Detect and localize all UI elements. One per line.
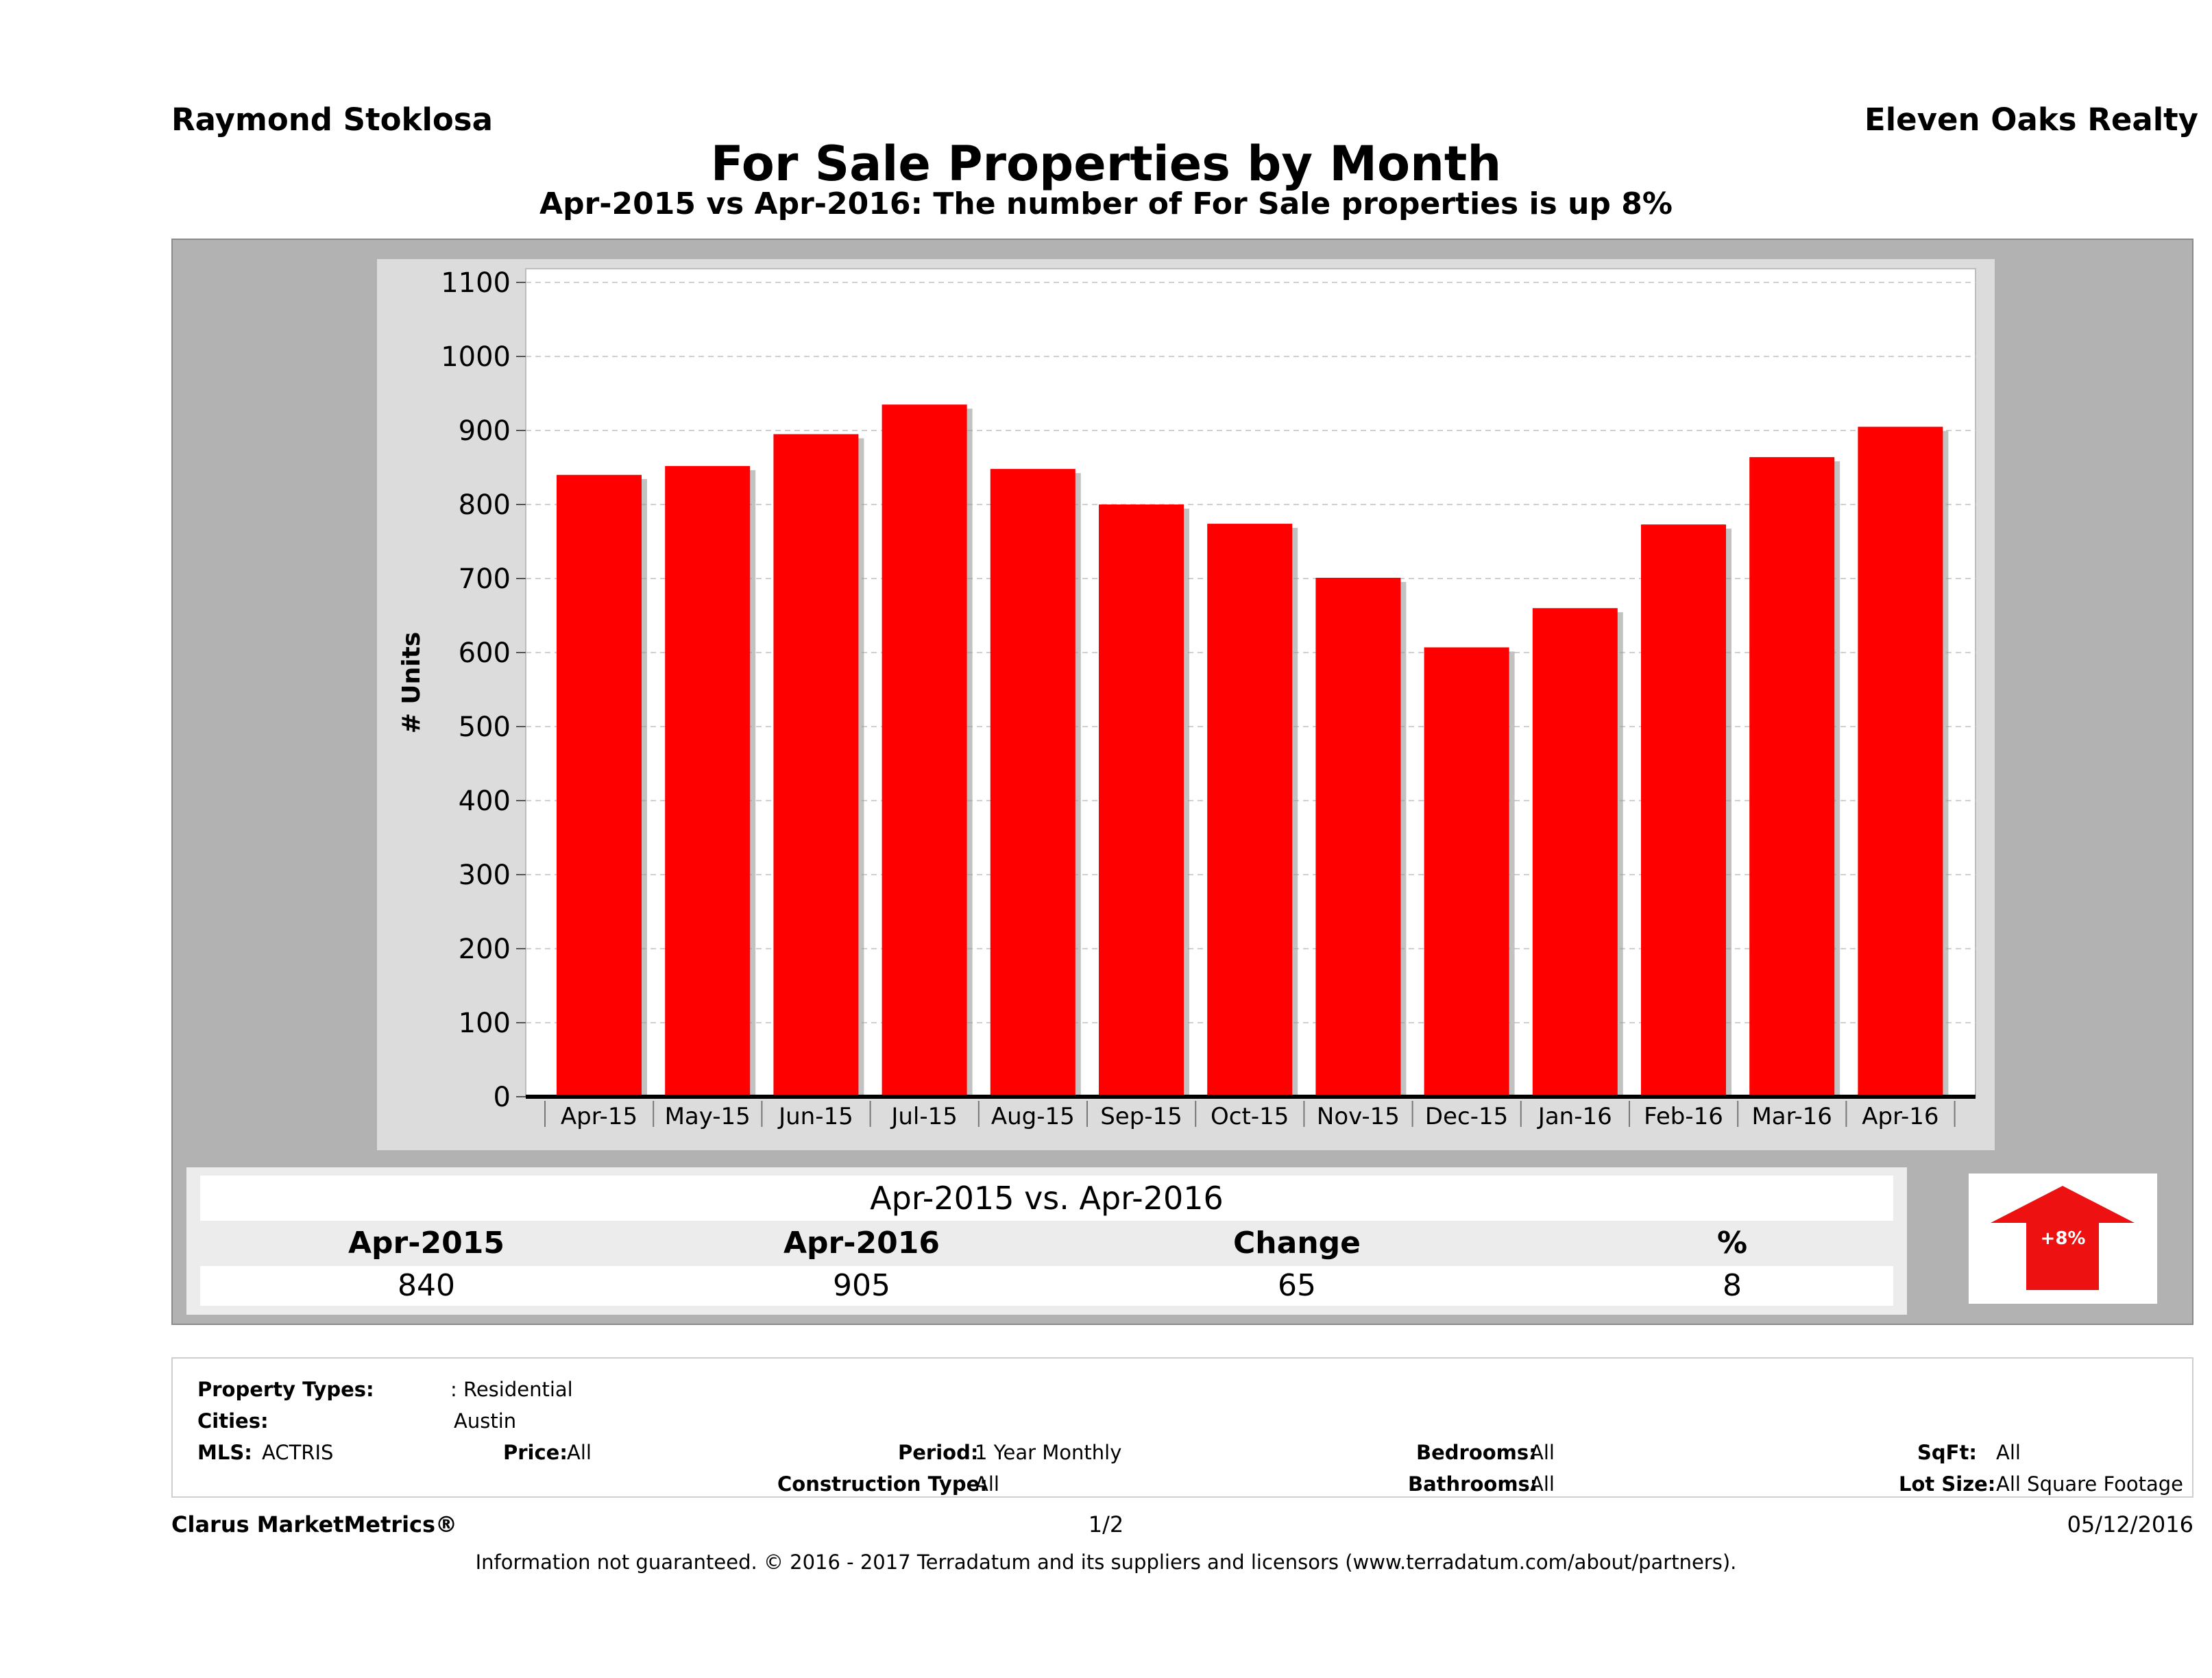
bedrooms-label: Bedrooms: [1416,1441,1537,1464]
y-tick-label-900: 900 [459,415,511,447]
page-subtitle: Apr-2015 vs Apr-2016: The number of For … [539,186,1673,221]
lot-size-value: All Square Footage [1996,1472,2184,1496]
period-value: 1 Year Monthly [975,1441,1122,1464]
bar-Nov-15 [1315,577,1401,1097]
summary-value-apr-2016: 905 [833,1268,890,1303]
agent-name: Raymond Stoklosa [171,101,493,138]
y-tick-label-0: 0 [494,1082,511,1113]
mls-value: ACTRIS [262,1441,334,1464]
summary-header-apr-2016: Apr-2016 [783,1226,940,1261]
bar-Jul-15 [882,404,967,1097]
bar-Feb-16 [1641,524,1726,1097]
brand-label: Clarus MarketMetrics® [171,1511,458,1537]
company-name: Eleven Oaks Realty [1864,101,2198,138]
price-value: All [567,1441,592,1464]
x-tick-label-Oct-15: Oct-15 [1211,1103,1289,1130]
summary-value-percent: 8 [1723,1268,1742,1303]
summary-value-change: 65 [1278,1268,1316,1303]
y-tick-label-700: 700 [459,563,511,595]
bar-Mar-16 [1749,457,1835,1097]
summary-header-change: Change [1233,1226,1361,1261]
summary-value-row [200,1266,1893,1306]
lot-size-label: Lot Size: [1899,1472,1996,1496]
y-tick-label-600: 600 [459,637,511,669]
bar-Apr-15 [557,474,642,1097]
up-arrow-icon [1991,1186,2135,1290]
cities-value: Austin [454,1409,517,1433]
bar-Sep-15 [1099,504,1184,1097]
price-label: Price: [503,1441,568,1464]
page-number: 1/2 [1088,1511,1124,1537]
property-types-value: : Residential [450,1378,573,1401]
x-tick-label-Jun-15: Jun-15 [777,1103,853,1130]
summary-value-apr-2015: 840 [398,1268,455,1303]
bar-Oct-15 [1207,524,1293,1097]
trend-badge: +8% [1969,1174,2157,1304]
bar-chart: 0 100 200 300 400 500 600 700 800 900 1000 1100 # Un… [377,259,1995,1150]
x-tick-label-Sep-15: Sep-15 [1100,1103,1182,1130]
y-tick-label-1100: 1100 [441,267,511,299]
y-tick-label-100: 100 [459,1008,511,1039]
construction-type-value: All [975,1472,999,1496]
x-tick-label-Jul-15: Jul-15 [890,1103,958,1130]
summary-table: Apr-2015 vs. Apr-2016 Apr-2015 Apr-2016 … [186,1167,1907,1315]
x-tick-label-May-15: May-15 [665,1103,751,1130]
x-tick-label-Jan-16: Jan-16 [1537,1103,1612,1130]
x-tick-label-Aug-15: Aug-15 [991,1103,1075,1130]
summary-header-percent: % [1716,1226,1748,1261]
y-tick-label-1000: 1000 [441,341,511,373]
filter-criteria: Property Types: : Residential Cities: Au… [171,1357,2193,1498]
y-axis-label: # Units [398,632,426,734]
y-tick-label-800: 800 [459,489,511,521]
bar-Jan-16 [1532,608,1618,1097]
sqft-value: All [1996,1441,2021,1464]
y-tick-label-400: 400 [459,786,511,817]
sqft-label: SqFt: [1917,1441,1977,1464]
x-tick-label-Apr-15: Apr-15 [561,1103,637,1130]
x-tick-label-Apr-16: Apr-16 [1862,1103,1938,1130]
x-tick-label-Mar-16: Mar-16 [1751,1103,1832,1130]
bar-Jun-15 [773,434,859,1097]
summary-title: Apr-2015 vs. Apr-2016 [200,1176,1893,1221]
bedrooms-value: All [1530,1441,1555,1464]
period-label: Period: [898,1441,979,1464]
y-tick-label-500: 500 [459,712,511,743]
cities-label: Cities: [197,1409,269,1433]
chart-panel: 0 100 200 300 400 500 600 700 800 900 1000 1100 # Un… [171,239,2193,1325]
x-tick-label-Dec-15: Dec-15 [1425,1103,1508,1130]
page-title: For Sale Properties by Month [710,136,1502,192]
report-date: 05/12/2016 [2067,1511,2193,1537]
mls-label: MLS: [197,1441,252,1464]
bar-Apr-16 [1858,426,1943,1097]
bar-Aug-15 [990,469,1075,1097]
construction-type-label: Construction Type: [777,1472,988,1496]
bar-Dec-15 [1424,647,1509,1097]
x-tick-label-Nov-15: Nov-15 [1317,1103,1400,1130]
bathrooms-value: All [1530,1472,1555,1496]
summary-header-apr-2015: Apr-2015 [348,1226,505,1261]
x-tick-label-Feb-16: Feb-16 [1644,1103,1723,1130]
disclaimer: Information not guaranteed. © 2016 - 201… [475,1551,1737,1574]
bar-May-15 [665,465,751,1097]
bathrooms-label: Bathrooms: [1408,1472,1538,1496]
trend-badge-label: +8% [2040,1228,2086,1249]
y-tick-label-200: 200 [459,934,511,965]
y-tick-label-300: 300 [459,860,511,891]
property-types-label: Property Types: [197,1378,374,1401]
